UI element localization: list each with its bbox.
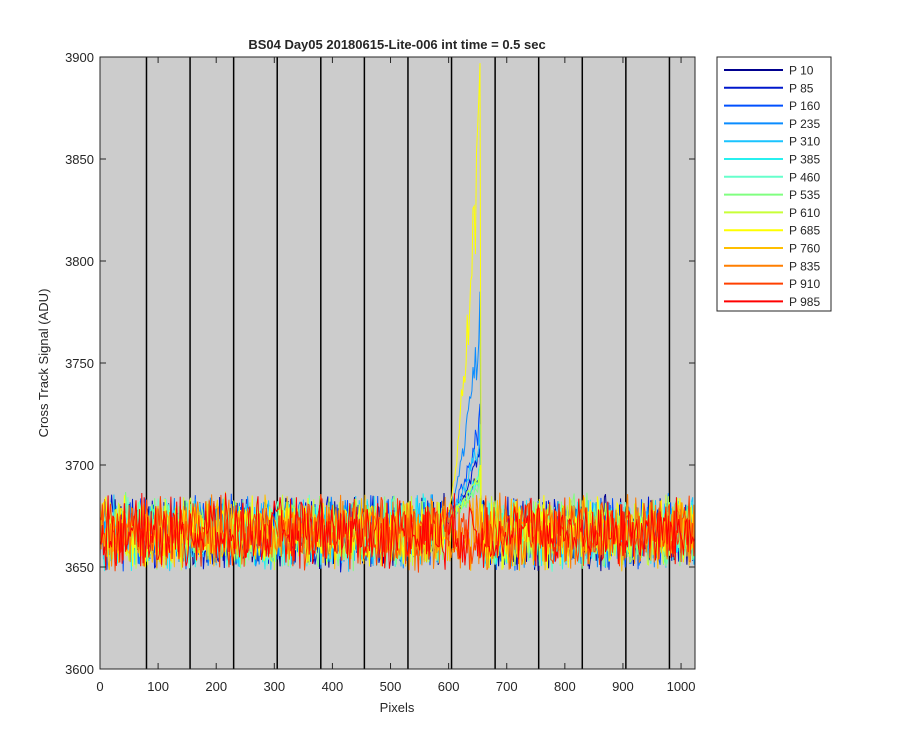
legend-label: P 835	[789, 259, 820, 273]
x-tick-label: 800	[554, 679, 576, 694]
chart-title: BS04 Day05 20180615-Lite-006 int time = …	[248, 37, 545, 52]
legend-entry: P 685	[724, 224, 820, 238]
x-tick-label: 200	[205, 679, 227, 694]
legend-entry: P 910	[724, 277, 820, 291]
legend-entry: P 760	[724, 242, 820, 256]
y-tick-label: 3750	[65, 356, 94, 371]
y-axis-ticks: 3600 3650 3700 3750 3800 3850 3900	[65, 50, 695, 677]
legend-label: P 610	[789, 206, 820, 220]
legend-entry: P 160	[724, 99, 820, 113]
legend-entry: P 10	[724, 64, 814, 78]
series-layer	[99, 63, 696, 573]
plot-area	[100, 57, 695, 669]
legend-entry: P 310	[724, 135, 820, 149]
x-tick-label: 900	[612, 679, 634, 694]
legend-label: P 385	[789, 153, 820, 167]
y-tick-label: 3900	[65, 50, 94, 65]
legend-label: P 910	[789, 277, 820, 291]
legend: P 10 P 85 P 160 P 235 P 310 P 385 P 460 P 535 P …	[716, 56, 832, 312]
series-line-p-985	[99, 492, 696, 571]
legend-label: P 10	[789, 64, 814, 78]
legend-label: P 160	[789, 99, 820, 113]
legend-box	[716, 56, 832, 312]
y-tick-label: 3600	[65, 662, 94, 677]
y-tick-label: 3650	[65, 560, 94, 575]
legend-entry: P 535	[724, 188, 820, 202]
legend-entry: P 835	[724, 259, 820, 273]
x-tick-label: 0	[96, 679, 103, 694]
legend-label: P 760	[789, 242, 820, 256]
legend-label: P 85	[789, 81, 814, 95]
x-tick-label: 300	[263, 679, 285, 694]
legend-label: P 685	[789, 224, 820, 238]
x-tick-label: 700	[496, 679, 518, 694]
y-tick-label: 3800	[65, 254, 94, 269]
y-tick-label: 3850	[65, 152, 94, 167]
legend-entry: P 85	[724, 81, 814, 95]
x-tick-label: 100	[147, 679, 169, 694]
x-tick-label: 500	[380, 679, 402, 694]
legend-entry: P 235	[724, 117, 820, 131]
legend-label: P 460	[789, 170, 820, 184]
legend-label: P 535	[789, 188, 820, 202]
x-tick-label: 400	[322, 679, 344, 694]
legend-entry: P 385	[724, 153, 820, 167]
legend-label: P 310	[789, 135, 820, 149]
x-tick-label: 1000	[667, 679, 696, 694]
legend-entry: P 610	[724, 206, 820, 220]
legend-label: P 985	[789, 295, 820, 309]
y-axis-label: Cross Track Signal (ADU)	[36, 289, 51, 438]
y-tick-label: 3700	[65, 458, 94, 473]
legend-entry: P 460	[724, 170, 820, 184]
x-axis-ticks: 0 100 200 300 400 500 600 700 800 900 1000	[96, 57, 696, 694]
legend-entry: P 985	[724, 295, 820, 309]
legend-label: P 235	[789, 117, 820, 131]
x-axis-label: Pixels	[380, 700, 415, 715]
x-tick-label: 600	[438, 679, 460, 694]
